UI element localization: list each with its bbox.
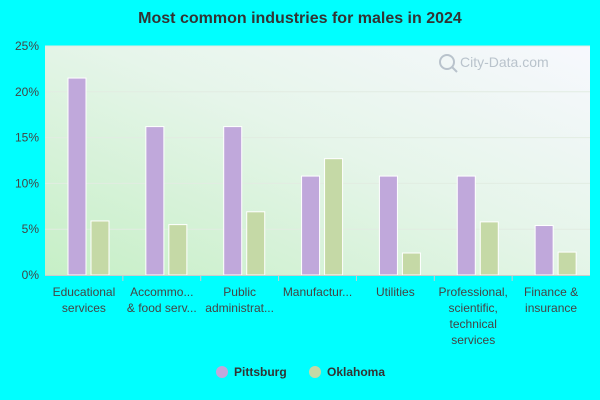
bar-pittsburg-3[interactable] xyxy=(301,175,321,276)
y-tick-label: 10% xyxy=(15,176,39,190)
bar-pittsburg-2[interactable] xyxy=(223,126,243,276)
chart-title: Most common industries for males in 2024 xyxy=(138,10,462,27)
legend-item-oklahoma[interactable]: Oklahoma xyxy=(309,365,385,379)
x-category-label: Accommo... & food serv... xyxy=(127,285,197,315)
x-category-label: Public administrat... xyxy=(205,285,274,315)
bar-oklahoma-5[interactable] xyxy=(479,221,499,276)
y-tick-label: 5% xyxy=(22,222,40,236)
magnifier-icon xyxy=(439,54,458,73)
legend-item-pittsburg[interactable]: Pittsburg xyxy=(216,365,287,379)
bar-oklahoma-6[interactable] xyxy=(557,251,577,276)
x-category-label: Educational services xyxy=(53,285,116,315)
bar-pittsburg-5[interactable] xyxy=(456,175,476,276)
y-tick-label: 20% xyxy=(15,85,39,99)
bar-oklahoma-3[interactable] xyxy=(324,158,344,276)
bar-pittsburg-6[interactable] xyxy=(534,225,554,276)
y-tick-label: 15% xyxy=(15,131,39,145)
x-category-label: Utilities xyxy=(376,285,415,299)
legend-swatch xyxy=(216,366,228,378)
bar-pittsburg-4[interactable] xyxy=(378,175,398,276)
bar-pittsburg-1[interactable] xyxy=(145,126,165,276)
bar-oklahoma-1[interactable] xyxy=(168,224,188,276)
y-tick-label: 0% xyxy=(22,268,40,282)
legend-swatch xyxy=(309,366,321,378)
bar-oklahoma-4[interactable] xyxy=(401,252,421,276)
x-category-label: Finance & insurance xyxy=(524,285,578,315)
bar-oklahoma-2[interactable] xyxy=(246,211,266,276)
y-tick-label: 25% xyxy=(15,39,39,53)
bar-oklahoma-0[interactable] xyxy=(90,220,110,276)
legend-label: Pittsburg xyxy=(234,365,287,379)
bar-pittsburg-0[interactable] xyxy=(67,77,87,276)
legend-label: Oklahoma xyxy=(327,365,385,379)
x-category-label: Professional, scientific, technical service… xyxy=(439,285,508,347)
watermark: City-Data.com xyxy=(439,54,549,73)
x-category-label: Manufactur... xyxy=(283,285,352,299)
watermark-text: City-Data.com xyxy=(460,54,549,70)
